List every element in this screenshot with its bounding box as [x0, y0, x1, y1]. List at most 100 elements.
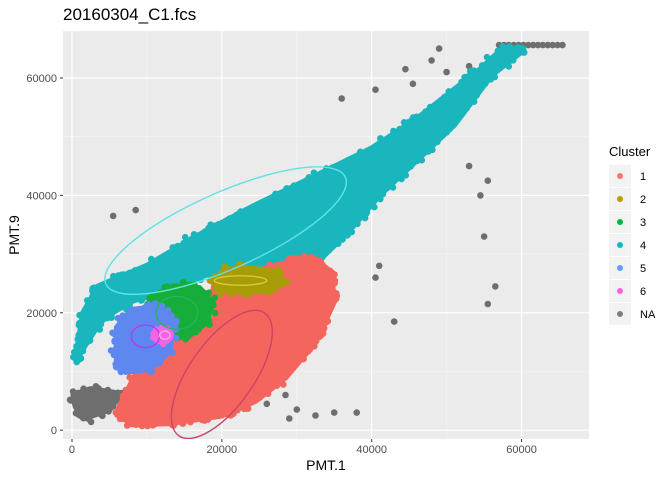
data-point — [361, 208, 368, 216]
saturated-point — [529, 41, 537, 49]
data-point — [420, 112, 427, 120]
data-point — [325, 269, 332, 277]
data-point — [263, 267, 270, 275]
data-point — [501, 44, 508, 52]
data-point — [247, 327, 254, 335]
saturated-point — [539, 41, 547, 49]
saturated-point — [544, 41, 552, 49]
outlier-point — [263, 400, 271, 408]
data-point — [157, 306, 165, 314]
legend-swatch — [617, 242, 623, 248]
data-point — [238, 290, 246, 297]
data-point — [165, 252, 173, 259]
data-point — [80, 385, 87, 393]
data-point — [205, 289, 212, 297]
legend-label: 5 — [640, 263, 646, 275]
cluster-layer — [66, 41, 566, 430]
data-point — [249, 368, 256, 376]
data-point — [383, 184, 391, 192]
data-point — [266, 222, 274, 229]
data-point — [264, 288, 272, 296]
legend-label: 4 — [640, 240, 646, 252]
data-point — [211, 294, 218, 302]
data-point — [211, 309, 219, 317]
data-point — [139, 296, 146, 303]
data-point — [235, 237, 243, 244]
outlier-point — [492, 283, 499, 290]
data-point — [88, 327, 96, 334]
data-point — [520, 49, 528, 56]
data-point — [87, 418, 95, 426]
data-point — [333, 290, 340, 297]
data-point — [212, 222, 219, 229]
data-point — [235, 353, 242, 361]
data-point — [147, 352, 155, 360]
outlier-point — [132, 206, 139, 214]
data-point — [179, 420, 186, 427]
data-point — [148, 368, 156, 375]
data-point — [228, 368, 236, 375]
data-point — [120, 392, 127, 399]
data-point — [83, 297, 91, 304]
data-point — [490, 54, 497, 61]
data-point — [377, 195, 384, 203]
data-point — [300, 255, 308, 263]
data-point — [108, 314, 115, 322]
outlier-point — [286, 415, 293, 422]
data-point — [138, 422, 146, 430]
outlier-point — [435, 45, 443, 52]
outlier-point — [372, 274, 379, 281]
data-point — [465, 97, 472, 105]
data-point — [177, 304, 185, 311]
data-point — [307, 256, 315, 263]
data-point — [129, 359, 137, 367]
data-point — [142, 349, 149, 357]
data-point — [390, 127, 397, 135]
data-point — [114, 314, 122, 322]
data-point — [89, 298, 96, 306]
data-point — [74, 392, 81, 400]
cluster-6-ellipse — [158, 330, 171, 340]
data-point — [71, 400, 79, 407]
data-point — [463, 105, 470, 112]
data-point — [84, 389, 92, 397]
data-point — [75, 335, 82, 343]
data-point — [201, 228, 208, 235]
data-point — [297, 301, 305, 309]
outlier-point — [443, 68, 450, 76]
outlier-point — [480, 233, 488, 240]
data-point — [424, 107, 432, 115]
data-point — [307, 247, 315, 254]
data-point — [181, 241, 188, 249]
data-point — [478, 62, 486, 69]
data-point — [125, 318, 133, 325]
data-point — [495, 53, 503, 60]
data-point — [96, 326, 103, 333]
data-point — [75, 411, 82, 418]
x-tick-label: 20000 — [207, 444, 238, 456]
data-point — [258, 295, 266, 302]
ellipse-layer — [104, 166, 348, 439]
data-point — [508, 57, 515, 64]
data-point — [289, 186, 297, 194]
data-point — [229, 377, 237, 384]
data-point — [428, 138, 436, 146]
data-point — [156, 256, 163, 264]
data-point — [282, 187, 290, 195]
data-point — [253, 204, 260, 212]
legend-title: Cluster — [609, 144, 651, 159]
data-point — [286, 332, 294, 339]
data-point — [423, 135, 431, 142]
data-point — [144, 422, 151, 430]
data-point — [398, 175, 405, 183]
data-point — [314, 197, 321, 204]
data-point — [396, 125, 404, 133]
legend-swatch — [617, 173, 623, 179]
saturated-point — [534, 41, 542, 49]
data-point — [120, 415, 127, 423]
data-point — [476, 70, 484, 77]
data-point — [244, 405, 252, 412]
data-point — [477, 77, 484, 84]
x-tick-label: 60000 — [506, 444, 537, 456]
data-point — [318, 331, 325, 339]
